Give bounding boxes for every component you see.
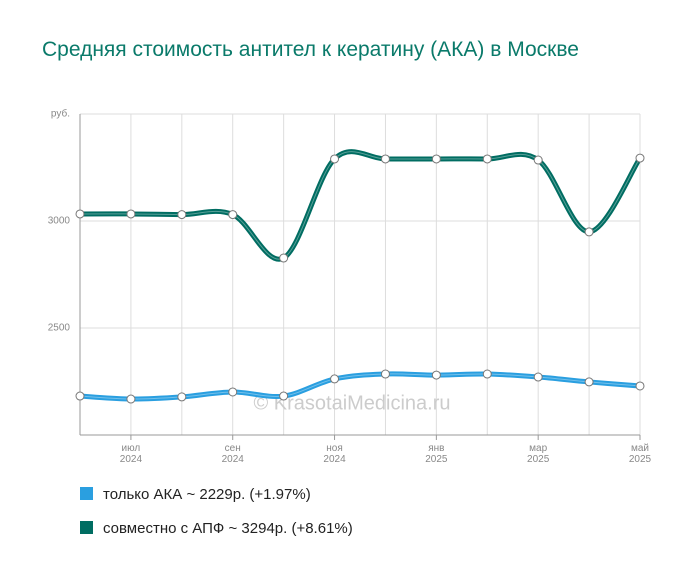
point [228, 210, 238, 220]
point [482, 154, 492, 164]
point [482, 369, 492, 379]
x-tick-label: ноя 2024 [323, 443, 346, 465]
y-tick-label: 2500 [48, 323, 71, 334]
point [380, 154, 390, 164]
point [635, 381, 645, 391]
point [431, 154, 441, 164]
legend-item: только АКА ~ 2229р. (+1.97%) [80, 486, 311, 503]
watermark: © KrasotaiMedicina.ru [253, 392, 450, 414]
chart-title: Средняя стоимость антител к кератину (АК… [42, 38, 579, 61]
x-tick-label: май 2025 [628, 443, 652, 465]
x-tick-label: мар 2025 [527, 443, 550, 465]
point [380, 369, 390, 379]
y-tick-label: руб. [51, 108, 70, 120]
point [126, 394, 136, 404]
y-tick-label: 3000 [48, 216, 71, 227]
point [533, 372, 543, 382]
legend-item: совместно с АПФ ~ 3294р. (+8.61%) [80, 520, 353, 537]
series-line-highlight [79, 151, 641, 260]
point [279, 253, 289, 263]
x-tick-label: июл 2024 [119, 443, 143, 465]
point [126, 209, 136, 219]
point [330, 154, 340, 164]
point [177, 210, 187, 220]
legend-label: совместно с АПФ ~ 3294р. (+8.61%) [103, 520, 353, 537]
series-line [79, 149, 643, 262]
legend-swatch [80, 487, 93, 500]
point [75, 391, 85, 401]
legend-label: только АКА ~ 2229р. (+1.97%) [103, 486, 311, 503]
x-tick-label: янв 2025 [425, 443, 448, 465]
point [533, 155, 543, 165]
point [584, 377, 594, 387]
point [330, 374, 340, 384]
point [177, 392, 187, 402]
point [635, 153, 645, 163]
point [431, 370, 441, 380]
legend-swatch [80, 521, 93, 534]
point [279, 391, 289, 401]
x-tick-label: сен 2024 [221, 443, 244, 465]
point [584, 227, 594, 237]
point [228, 387, 238, 397]
point [75, 209, 85, 219]
